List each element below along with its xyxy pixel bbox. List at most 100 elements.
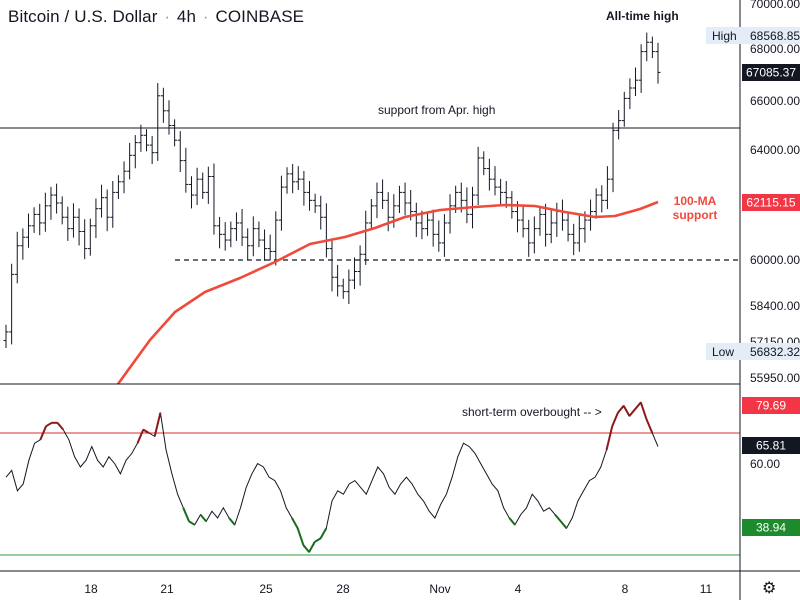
candle xyxy=(441,214,447,257)
rsi-oversold-segment xyxy=(554,513,562,523)
candle xyxy=(93,198,99,239)
candle xyxy=(295,166,301,191)
rsi-overbought-segment xyxy=(622,405,631,417)
rsi-oversold-segment xyxy=(302,544,310,553)
rsi-oversold-segment xyxy=(188,520,196,526)
rsi-oversold-segment xyxy=(319,527,328,539)
candle xyxy=(447,194,453,234)
rsi-overbought-segment xyxy=(634,401,642,410)
candle xyxy=(233,212,239,241)
price-tick-label: 70000.00 xyxy=(750,0,800,11)
candle xyxy=(166,100,172,135)
candle xyxy=(413,202,419,237)
candle xyxy=(481,151,487,176)
rsi-overbought-segment xyxy=(45,421,53,428)
time-tick-label: 11 xyxy=(700,582,713,596)
low-badge-label: Low xyxy=(712,345,734,359)
candle xyxy=(25,213,31,248)
candle xyxy=(543,203,549,247)
candle xyxy=(307,181,313,211)
candle xyxy=(329,239,335,292)
candle xyxy=(627,78,633,110)
candle xyxy=(498,178,504,206)
timeframe-label[interactable]: 4h xyxy=(176,7,197,26)
candle xyxy=(59,196,65,225)
rsi-lower-badge-text: 38.94 xyxy=(756,521,786,535)
candle xyxy=(363,210,369,265)
candle xyxy=(262,229,268,261)
rsi-overbought-segment xyxy=(39,425,47,441)
candle xyxy=(217,216,223,249)
candle xyxy=(357,245,363,286)
candle xyxy=(42,192,48,232)
candle xyxy=(520,206,526,238)
candle xyxy=(65,206,71,241)
candle xyxy=(436,220,442,252)
price-tick-label: 55950.00 xyxy=(750,371,800,385)
candle xyxy=(368,199,374,231)
candle xyxy=(87,218,93,256)
candle xyxy=(374,182,380,219)
rsi-overbought-segment xyxy=(153,412,162,437)
candle xyxy=(155,83,161,161)
candle xyxy=(526,219,532,257)
candle xyxy=(37,203,43,236)
candle xyxy=(604,166,610,209)
candle xyxy=(48,186,54,220)
candle xyxy=(14,231,20,284)
high-badge-bg xyxy=(706,27,800,44)
low-badge-bg xyxy=(706,343,800,360)
candle xyxy=(644,32,650,62)
gear-icon[interactable]: ⚙ xyxy=(762,578,777,597)
candle xyxy=(194,167,200,205)
candle xyxy=(396,185,402,213)
candle xyxy=(20,228,26,260)
candle xyxy=(464,187,470,224)
rsi-oversold-segment xyxy=(508,517,516,526)
candle xyxy=(121,161,127,194)
rsi-line xyxy=(5,401,659,553)
candle xyxy=(531,216,537,254)
rsi-upper-badge: 79.69 xyxy=(742,397,800,414)
candle xyxy=(318,195,324,230)
ma-100-line xyxy=(116,200,659,385)
candle xyxy=(503,181,509,208)
title-separator: · xyxy=(202,7,209,26)
candle xyxy=(323,203,329,258)
candle xyxy=(537,207,543,236)
candle xyxy=(576,214,582,252)
candle xyxy=(267,234,273,261)
ma-price-badge: 62115.15 xyxy=(742,194,800,211)
rsi-overbought-segment xyxy=(617,405,625,414)
candle xyxy=(205,166,211,204)
candle xyxy=(110,181,116,228)
candle xyxy=(278,175,284,231)
candle xyxy=(633,67,639,97)
price-tick-label: 64000.00 xyxy=(750,143,800,157)
candle xyxy=(351,257,357,290)
candle xyxy=(638,44,644,93)
candle xyxy=(76,208,82,246)
candle xyxy=(430,209,436,247)
rsi-current-badge-bg xyxy=(742,437,800,454)
time-tick-label: Nov xyxy=(429,582,450,596)
candle xyxy=(172,119,178,147)
candles xyxy=(3,32,661,348)
ma-price-badge-text: 62115.15 xyxy=(746,196,795,210)
exchange-label: COINBASE xyxy=(215,7,305,26)
price-tick-label: 58400.00 xyxy=(750,299,800,313)
candle xyxy=(284,167,290,194)
high-badge-value: 68568.85 xyxy=(750,29,800,43)
rsi-pane[interactable]: short-term overbought -- > xyxy=(0,401,740,556)
current-price-badge-bg xyxy=(742,64,800,81)
candle xyxy=(419,210,425,240)
support-label: support from Apr. high xyxy=(378,103,495,117)
current-price-badge-text: 67085.37 xyxy=(746,66,796,80)
rsi-overbought-segment xyxy=(136,429,145,444)
candle xyxy=(402,182,408,216)
candle xyxy=(425,212,431,236)
candle xyxy=(559,199,565,231)
